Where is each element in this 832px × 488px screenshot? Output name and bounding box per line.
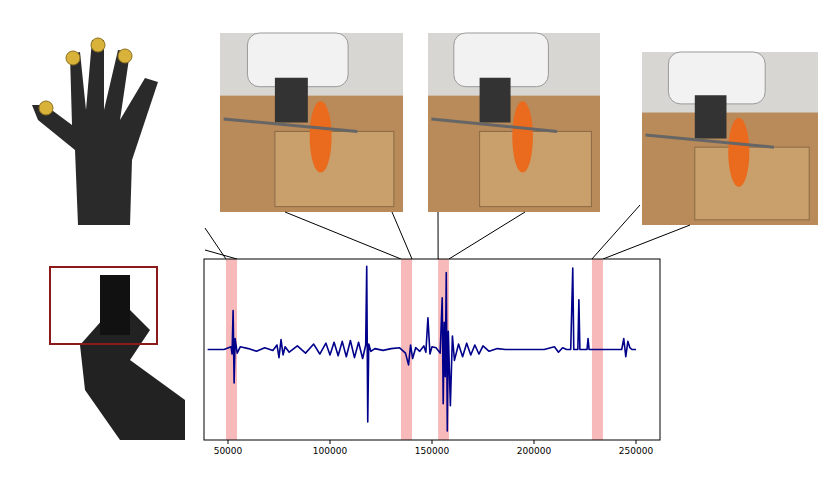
glove — [32, 38, 158, 225]
x-tick — [533, 440, 534, 444]
photo-table — [220, 33, 403, 212]
gripper-finger — [100, 275, 130, 335]
photo-table — [428, 33, 600, 212]
cutting-board — [695, 147, 809, 220]
cutting-board — [275, 131, 394, 206]
gripper — [695, 95, 727, 138]
glove-sensor — [66, 51, 80, 65]
x-tick — [635, 440, 636, 444]
cutting-board — [480, 131, 592, 206]
glove-sensor — [118, 49, 132, 63]
connector — [285, 212, 401, 259]
gripper-photo — [50, 267, 185, 440]
connector — [392, 212, 412, 259]
glove-shape — [32, 40, 158, 225]
plot-frame — [204, 259, 660, 440]
connector — [205, 228, 226, 259]
plot-marks — [208, 259, 636, 440]
x-tick-label: 150000 — [415, 446, 450, 456]
x-tick — [330, 440, 331, 444]
figure: 50000 100000 150000 200000 250000 — [0, 0, 832, 488]
carrot — [728, 118, 749, 187]
photo-3 — [642, 52, 818, 225]
photo-wall — [642, 52, 818, 113]
x-tick-label: 50000 — [214, 446, 243, 456]
photo-2 — [428, 33, 600, 212]
x-tick-label: 200000 — [517, 446, 552, 456]
glove-sensor — [39, 101, 53, 115]
connector — [603, 225, 690, 259]
signal-line — [208, 266, 636, 431]
connector — [449, 212, 525, 259]
carrot — [512, 101, 533, 173]
knife — [431, 119, 557, 132]
photo-wall — [220, 33, 403, 96]
photo-1 — [220, 33, 403, 212]
connector — [438, 212, 439, 259]
connector — [205, 250, 237, 259]
x-tick — [432, 440, 433, 444]
gripper — [275, 78, 308, 123]
gripper — [480, 78, 511, 123]
plot-area — [204, 259, 660, 440]
photo-wall — [428, 33, 600, 96]
gripper-body — [80, 300, 185, 440]
knife — [224, 119, 358, 132]
carrot — [310, 101, 332, 173]
x-tick-label: 250000 — [619, 446, 654, 456]
x-tick — [228, 440, 229, 444]
knife — [646, 135, 774, 147]
x-tick-label: 100000 — [313, 446, 348, 456]
glove-sensor — [91, 38, 105, 52]
connector — [592, 205, 640, 259]
sensor-box — [50, 267, 157, 344]
photo-table — [642, 52, 818, 225]
figure-canvas: 50000 100000 150000 200000 250000 — [0, 0, 832, 488]
